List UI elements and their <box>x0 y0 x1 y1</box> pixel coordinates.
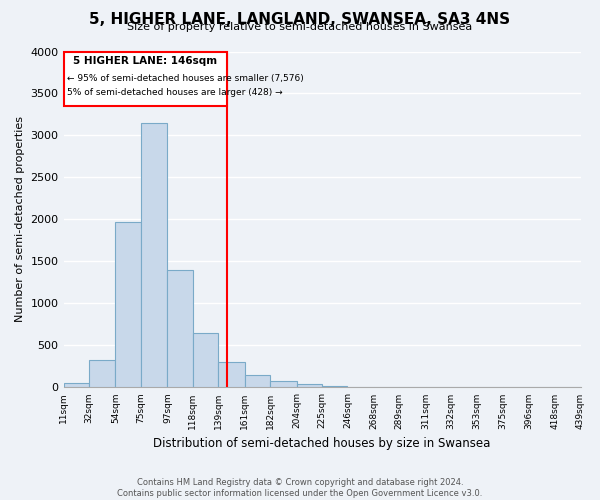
Bar <box>193 333 218 388</box>
Text: 5 HIGHER LANE: 146sqm: 5 HIGHER LANE: 146sqm <box>73 56 217 66</box>
Bar <box>64 383 89 388</box>
Bar <box>218 362 245 388</box>
Text: 5, HIGHER LANE, LANGLAND, SWANSEA, SA3 4NS: 5, HIGHER LANE, LANGLAND, SWANSEA, SA3 4… <box>89 12 511 28</box>
Bar <box>89 360 115 388</box>
Text: ← 95% of semi-detached houses are smaller (7,576): ← 95% of semi-detached houses are smalle… <box>67 74 304 83</box>
Bar <box>167 270 193 388</box>
X-axis label: Distribution of semi-detached houses by size in Swansea: Distribution of semi-detached houses by … <box>154 437 491 450</box>
Bar <box>115 222 141 388</box>
Y-axis label: Number of semi-detached properties: Number of semi-detached properties <box>15 116 25 322</box>
Text: 5% of semi-detached houses are larger (428) →: 5% of semi-detached houses are larger (4… <box>67 88 283 97</box>
Bar <box>141 123 167 388</box>
Bar <box>296 384 322 388</box>
Bar <box>270 381 296 388</box>
Text: Size of property relative to semi-detached houses in Swansea: Size of property relative to semi-detach… <box>127 22 473 32</box>
Bar <box>322 386 347 388</box>
Bar <box>245 375 270 388</box>
Text: Contains HM Land Registry data © Crown copyright and database right 2024.
Contai: Contains HM Land Registry data © Crown c… <box>118 478 482 498</box>
FancyBboxPatch shape <box>64 52 227 106</box>
